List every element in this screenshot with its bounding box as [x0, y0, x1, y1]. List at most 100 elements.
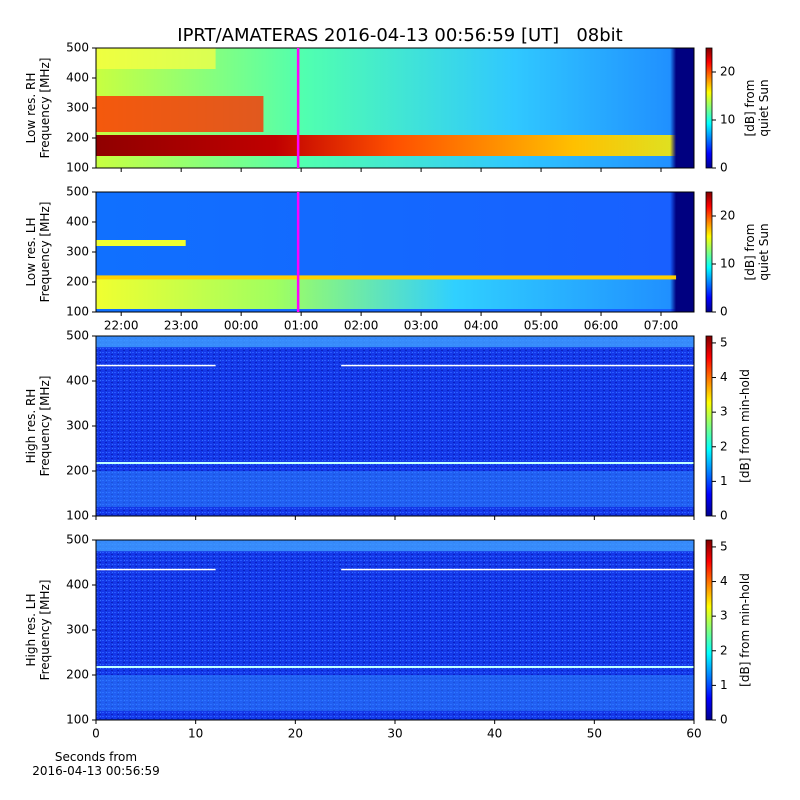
y-tick-label: 300: [66, 245, 89, 259]
y-tick-label: 500: [66, 329, 89, 343]
spectrogram-band: [96, 364, 216, 367]
colorbar-tick-label: 10: [720, 257, 735, 271]
colorbar-tick-label: 3: [720, 405, 728, 419]
y-tick-label: 400: [66, 71, 89, 85]
colorbar-tick-label: 20: [720, 209, 735, 223]
spectrogram-band: [96, 275, 677, 280]
x-axis-label-line: Seconds from: [55, 750, 137, 764]
y-tick-label: 500: [66, 41, 89, 55]
spectrogram-band: [96, 279, 694, 309]
colorbar-label: [dB] from min-hold: [738, 573, 752, 687]
y-axis-label-line: Frequency [MHz]: [38, 58, 52, 159]
y-tick-label: 100: [66, 305, 89, 319]
x-axis-label-line: 2016-04-13 00:56:59: [32, 764, 159, 778]
y-tick-label: 200: [66, 131, 89, 145]
y-tick-label: 100: [66, 509, 89, 523]
y-tick-label: 300: [66, 101, 89, 115]
colorbar-tick-label: 0: [720, 509, 728, 523]
spectrogram-band: [96, 336, 694, 348]
x-tick-label: 40: [487, 727, 502, 741]
spectrogram-band: [96, 568, 216, 571]
x-tick-label: 22:00: [104, 319, 139, 333]
x-tick-label: 30: [387, 727, 402, 741]
spectrogram-band: [96, 48, 216, 69]
y-tick-label: 500: [66, 185, 89, 199]
y-axis-label-line: Low res. LH: [24, 217, 38, 286]
spectrogram-band: [96, 540, 694, 552]
y-axis-label: High res. LHFrequency [MHz]: [24, 580, 52, 681]
colorbar-tick-label: 1: [720, 474, 728, 488]
y-tick-label: 100: [66, 161, 89, 175]
y-tick-label: 200: [66, 464, 89, 478]
colorbar: [705, 47, 713, 169]
colorbar: [705, 539, 713, 721]
spectrogram-band: [341, 568, 694, 571]
y-tick-label: 400: [66, 578, 89, 592]
colorbar-label-line: quiet Sun: [757, 223, 771, 280]
x-tick-label: 04:00: [464, 319, 499, 333]
colorbar-tick-label: 2: [720, 439, 728, 453]
y-axis-label: High res. RHFrequency [MHz]: [24, 376, 52, 477]
colorbar-label-line: [dB] from min-hold: [738, 369, 752, 483]
colorbar: [705, 191, 713, 313]
colorbar-tick-label: 4: [720, 574, 728, 588]
x-tick-label: 20: [288, 727, 303, 741]
colorbar-label-line: [dB] from: [743, 80, 757, 137]
colorbar-label-line: [dB] from: [743, 224, 757, 281]
spectrogram-band: [96, 96, 264, 132]
y-tick-label: 100: [66, 713, 89, 727]
colorbar: [705, 335, 713, 517]
y-tick-label: 400: [66, 374, 89, 388]
y-tick-label: 200: [66, 275, 89, 289]
colorbar-label-line: [dB] from min-hold: [738, 573, 752, 687]
colorbar-tick-label: 4: [720, 370, 728, 384]
y-axis-label-line: High res. RH: [24, 389, 38, 464]
x-tick-label: 06:00: [584, 319, 619, 333]
y-axis-label-line: Frequency [MHz]: [38, 580, 52, 681]
x-tick-label: 03:00: [404, 319, 439, 333]
x-tick-label: 23:00: [164, 319, 199, 333]
spectrogram-band: [96, 462, 694, 464]
colorbar-tick-label: 0: [720, 305, 728, 319]
colorbar-tick-label: 10: [720, 113, 735, 127]
colorbar-tick-label: 5: [720, 539, 728, 553]
x-tick-label: 0: [92, 727, 100, 741]
colorbar-tick-label: 3: [720, 609, 728, 623]
colorbar-tick-label: 2: [720, 643, 728, 657]
x-tick-label: 01:00: [284, 319, 319, 333]
spectrogram-band: [96, 471, 694, 507]
spectrogram-band: [341, 364, 694, 367]
x-tick-label: 05:00: [524, 319, 559, 333]
spectrogram-band: [96, 240, 186, 246]
colorbar-label: [dB] from min-hold: [738, 369, 752, 483]
x-tick-label: 07:00: [644, 319, 679, 333]
y-tick-label: 300: [66, 419, 89, 433]
y-tick-label: 500: [66, 533, 89, 547]
x-tick-label: 60: [686, 727, 701, 741]
y-tick-label: 200: [66, 668, 89, 682]
y-axis-label: Low res. LHFrequency [MHz]: [24, 202, 52, 303]
colorbar-label-line: quiet Sun: [757, 79, 771, 136]
chart-title: IPRT/AMATERAS 2016-04-13 00:56:59 [UT] 0…: [177, 25, 622, 46]
y-axis-label-line: Frequency [MHz]: [38, 376, 52, 477]
colorbar-tick-label: 20: [720, 65, 735, 79]
y-axis-label-line: Frequency [MHz]: [38, 202, 52, 303]
x-tick-label: 50: [587, 727, 602, 741]
y-tick-label: 300: [66, 623, 89, 637]
colorbar-tick-label: 0: [720, 161, 728, 175]
spectrogram-band: [96, 675, 694, 711]
colorbar-tick-label: 0: [720, 713, 728, 727]
x-axis-label: Seconds from 2016-04-13 00:56:59: [32, 750, 159, 778]
y-tick-label: 400: [66, 215, 89, 229]
x-tick-label: 10: [188, 727, 203, 741]
spectrogram-band: [96, 135, 694, 156]
spectrogram-band: [96, 666, 694, 668]
y-axis-label-line: Low res. RH: [24, 73, 38, 144]
x-tick-label: 00:00: [224, 319, 259, 333]
colorbar-label: [dB] fromquiet Sun: [743, 79, 771, 136]
x-tick-label: 02:00: [344, 319, 379, 333]
colorbar-tick-label: 1: [720, 678, 728, 692]
colorbar-tick-label: 5: [720, 335, 728, 349]
y-axis-label-line: High res. LH: [24, 593, 38, 666]
